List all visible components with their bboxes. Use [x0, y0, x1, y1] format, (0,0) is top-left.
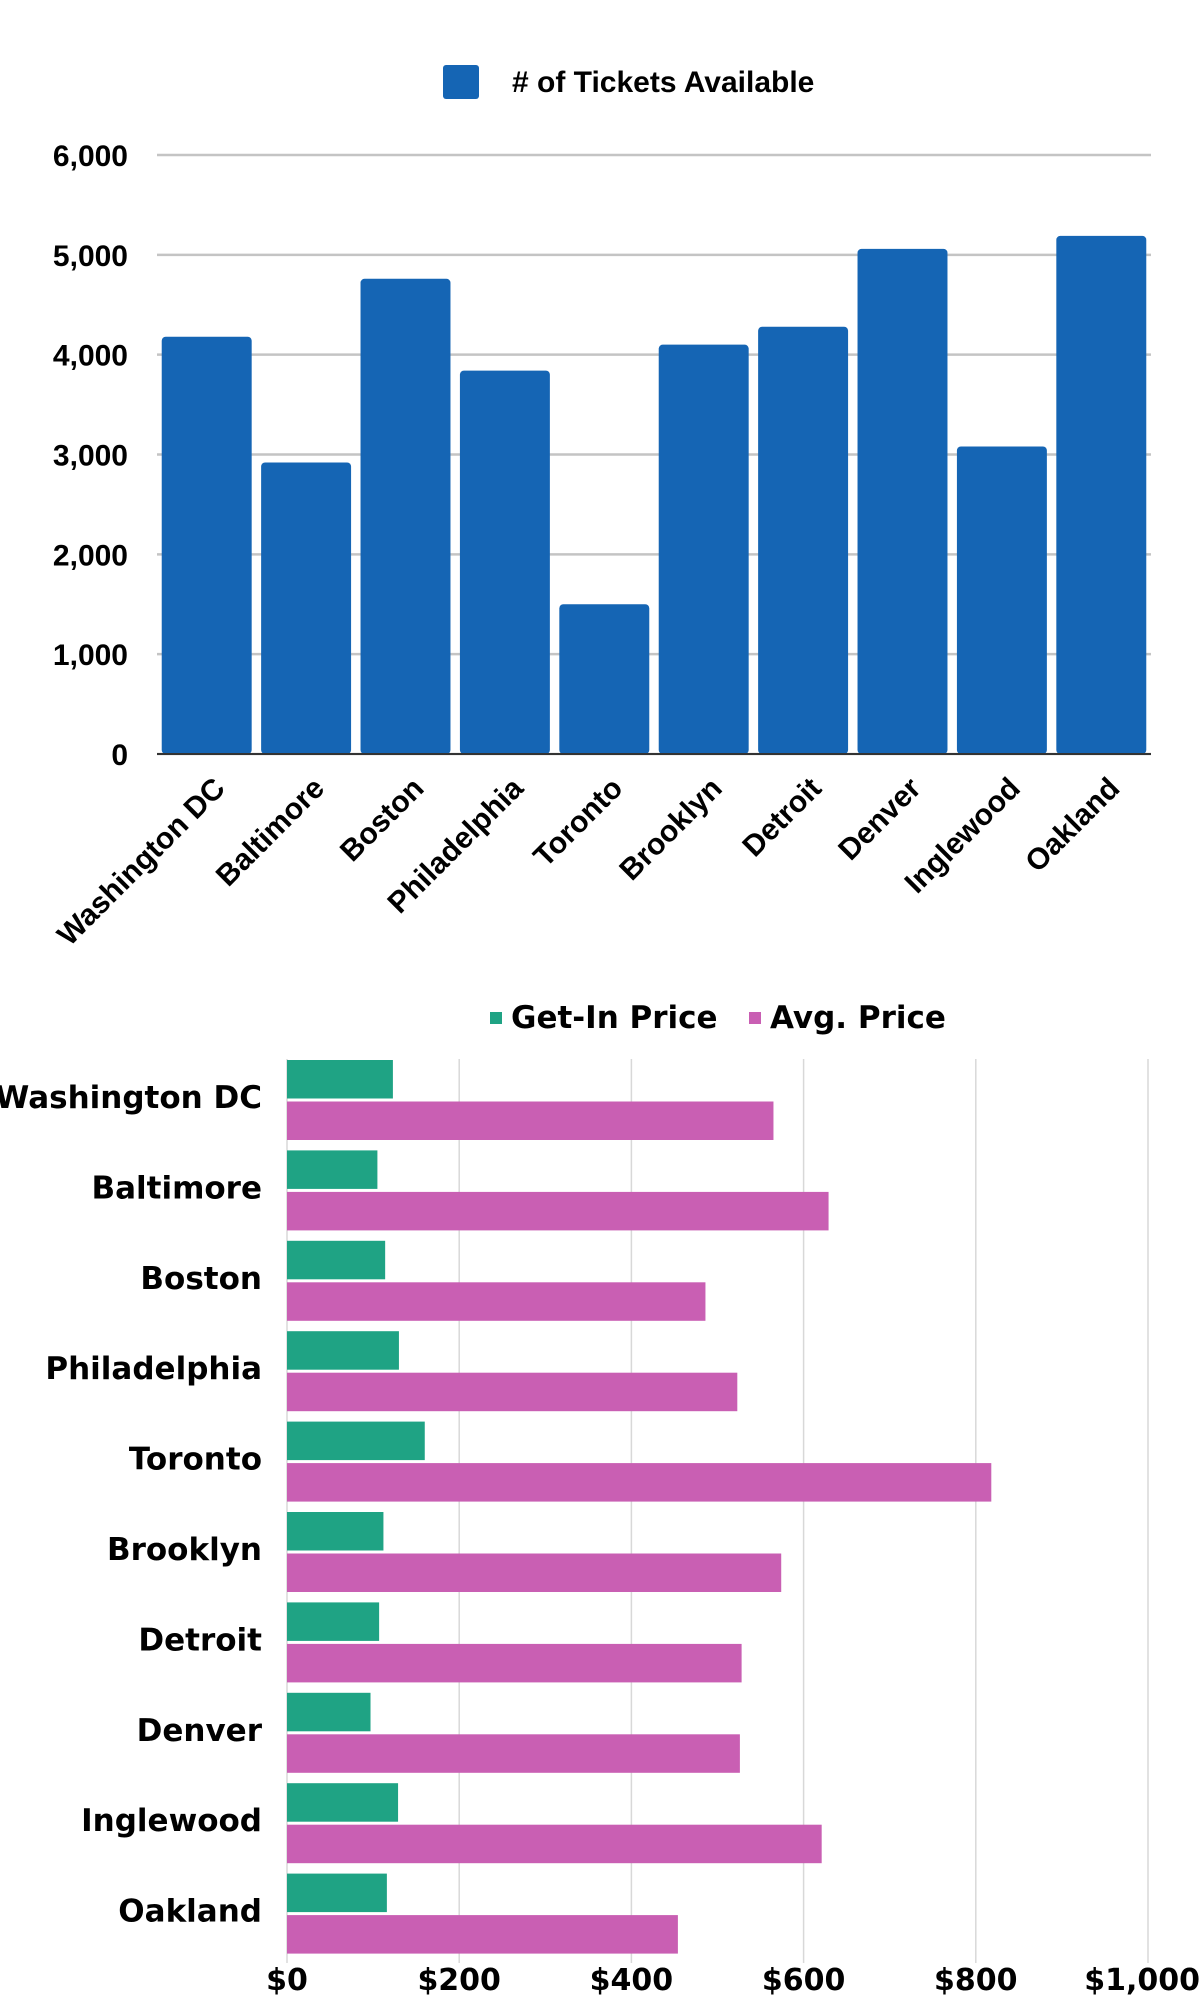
- y-tick-label: Denver: [137, 1713, 263, 1749]
- y-tick-label: 4,000: [53, 340, 128, 373]
- x-tick-label: $1,000: [1084, 1963, 1200, 1998]
- x-tick-label: Oakland: [1019, 772, 1126, 879]
- x-tick-label: $600: [762, 1963, 846, 1998]
- bar-inglewood: [956, 446, 1047, 754]
- bar-get-in-inglewood: [287, 1783, 399, 1822]
- bar-denver: [857, 248, 948, 755]
- tickets-available-chart: # of Tickets Available 0 1,000 2,000 3,000 4,…: [51, 65, 1151, 952]
- bar-get-in-baltimore: [287, 1150, 378, 1189]
- bar-toronto: [559, 604, 650, 754]
- y-tick-label: Washington DC: [0, 1080, 262, 1116]
- x-tick-label: Brooklyn: [613, 772, 728, 887]
- legend-swatch-avg: [749, 1012, 761, 1024]
- bar-get-in-detroit: [287, 1602, 380, 1641]
- legend-label-get-in: Get-In Price: [511, 1000, 718, 1036]
- y-tick-label: Boston: [140, 1261, 262, 1297]
- y-tick-label: 0: [111, 739, 128, 772]
- legend-swatch-get-in: [490, 1012, 502, 1024]
- y-tick-label: Oakland: [118, 1894, 262, 1930]
- bar-get-in-toronto: [287, 1421, 425, 1461]
- x-tick-label: $200: [417, 1963, 501, 1998]
- bar-avg-denver: [287, 1734, 740, 1773]
- y-tick-label: 2,000: [53, 539, 128, 572]
- bar-get-in-philadelphia: [287, 1331, 399, 1370]
- y-tick-label: 5,000: [53, 240, 128, 273]
- bar-avg-philadelphia: [287, 1372, 738, 1412]
- bar-avg-brooklyn: [287, 1553, 782, 1592]
- bar-avg-baltimore: [287, 1191, 829, 1231]
- y-tick-label: 3,000: [53, 440, 128, 473]
- x-tick-label: $400: [590, 1963, 674, 1998]
- bar-get-in-brooklyn: [287, 1512, 384, 1551]
- bar-avg-washington-dc: [287, 1101, 774, 1140]
- legend-swatch-tickets: [443, 65, 479, 99]
- ticket-prices-chart: Get-In Price Avg. Price $0 $200 $400 $600 $800…: [0, 1000, 1200, 1998]
- bar-baltimore: [261, 462, 352, 754]
- bar-oakland: [1056, 235, 1147, 755]
- bar-brooklyn: [658, 344, 749, 754]
- bar-boston: [360, 278, 451, 754]
- bar-get-in-denver: [287, 1692, 371, 1732]
- bar-detroit: [758, 326, 849, 754]
- bar-avg-inglewood: [287, 1824, 822, 1864]
- bar-get-in-oakland: [287, 1873, 387, 1913]
- x-tick-label: Detroit: [736, 772, 828, 864]
- y-tick-label: Detroit: [138, 1622, 262, 1658]
- bar-avg-detroit: [287, 1643, 742, 1683]
- x-tick-label: Boston: [334, 772, 430, 868]
- bar-avg-boston: [287, 1282, 706, 1321]
- y-tick-label: Philadelphia: [45, 1351, 262, 1387]
- y-tick-label: 6,000: [53, 140, 128, 173]
- x-tick-label: $800: [934, 1963, 1018, 1998]
- bar-avg-oakland: [287, 1915, 678, 1954]
- bar-get-in-washington-dc: [287, 1060, 393, 1099]
- x-tick-label: Washington DC: [51, 772, 231, 952]
- y-tick-label: Baltimore: [91, 1170, 262, 1206]
- y-tick-label: 1,000: [53, 639, 128, 672]
- x-tick-label: Toronto: [527, 772, 629, 874]
- y-tick-label: Brooklyn: [107, 1532, 262, 1568]
- bar-philadelphia: [459, 370, 550, 754]
- x-tick-label: $0: [266, 1963, 308, 1998]
- legend-label-tickets: # of Tickets Available: [512, 66, 814, 99]
- y-tick-label: Toronto: [129, 1442, 262, 1478]
- bar-washington-dc: [161, 336, 252, 754]
- x-tick-label: Denver: [832, 771, 927, 866]
- bar-avg-toronto: [287, 1463, 992, 1502]
- bar-get-in-boston: [287, 1240, 386, 1280]
- x-tick-label: Baltimore: [210, 772, 331, 893]
- y-tick-label: Inglewood: [81, 1803, 262, 1839]
- legend-label-avg: Avg. Price: [770, 1000, 946, 1036]
